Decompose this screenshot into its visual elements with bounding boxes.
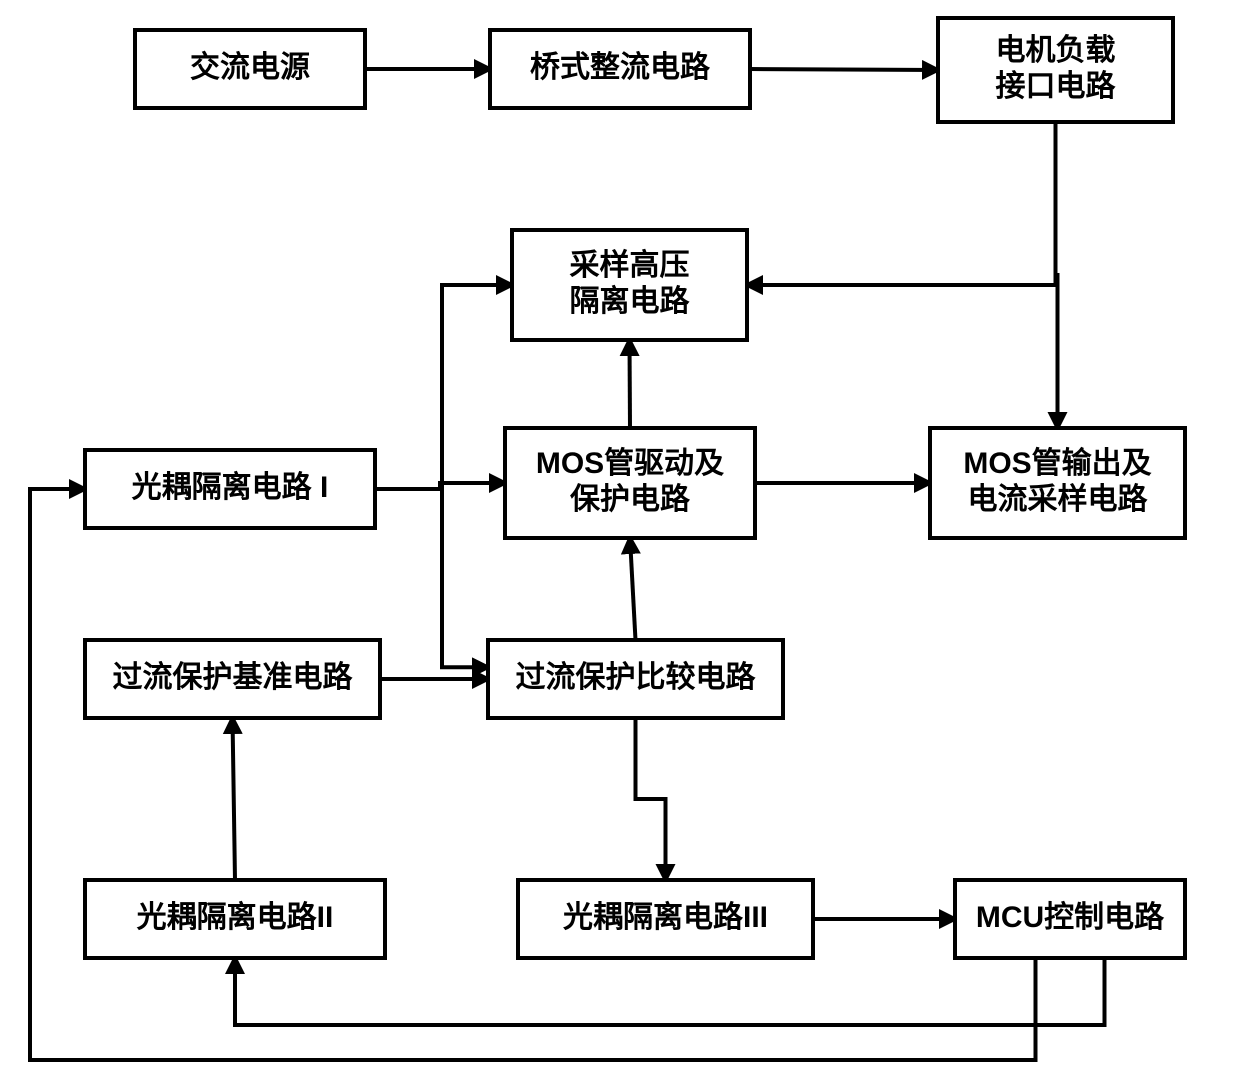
node-opto3-label-0: 光耦隔离电路III: [563, 901, 768, 934]
node-ac_power: 交流电源: [135, 30, 365, 108]
node-bridge_rect-label-0: 桥式整流电路: [530, 51, 711, 84]
node-opto3: 光耦隔离电路III: [518, 880, 813, 958]
node-mos_drive: MOS管驱动及保护电路: [505, 428, 755, 538]
edge-mos_drive-to-hv_sample: [630, 340, 631, 428]
node-opto2-label-0: 光耦隔离电路II: [137, 901, 334, 934]
edge-mcu-to-opto1: [30, 489, 1036, 1060]
node-hv_sample-label-0: 采样高压: [570, 249, 690, 282]
node-oc_ref-label-0: 过流保护基准电路: [113, 661, 354, 694]
edge-opto2-to-oc_ref: [233, 718, 236, 880]
edge-oc_compare-to-mos_drive: [630, 538, 636, 640]
node-motor_load-label-1: 接口电路: [996, 70, 1117, 103]
edge-mcu-to-opto2: [235, 958, 1105, 1025]
edge-bridge_rect-to-motor_load: [750, 69, 938, 70]
node-hv_sample: 采样高压隔离电路: [512, 230, 747, 340]
node-mcu-label-0: MCU控制电路: [976, 901, 1165, 934]
node-opto1-label-0: 光耦隔离电路 I: [132, 471, 329, 504]
node-mcu: MCU控制电路: [955, 880, 1185, 958]
edge-motor_load-to-hv_sample: [747, 122, 1056, 285]
node-ac_power-label-0: 交流电源: [190, 50, 310, 84]
node-motor_load: 电机负载接口电路: [938, 18, 1173, 122]
node-opto1: 光耦隔离电路 I: [85, 450, 375, 528]
node-mos_drive-label-1: 保护电路: [570, 483, 691, 516]
node-motor_load-label-0: 电机负载: [996, 34, 1116, 67]
block-diagram: 交流电源 桥式整流电路 电机负载接口电路采样高压隔离电路光耦隔离电路 I MOS管驱动…: [0, 0, 1240, 1091]
node-oc_compare-label-0: 过流保护比较电路: [516, 660, 757, 694]
node-oc_compare: 过流保护比较电路: [488, 640, 783, 718]
node-mos_out: MOS管输出及电流采样电路: [930, 428, 1185, 538]
edge-oc_compare-to-opto3: [636, 718, 666, 880]
node-bridge_rect: 桥式整流电路: [490, 30, 750, 108]
node-hv_sample-label-1: 隔离电路: [570, 285, 691, 318]
node-mos_drive-label-0: MOS管驱动及: [536, 447, 724, 480]
node-opto2: 光耦隔离电路II: [85, 880, 385, 958]
edge-opto1-to-hv_sample: [375, 285, 512, 489]
node-mos_out-label-1: 电流采样电路: [968, 483, 1149, 516]
node-mos_out-label-0: MOS管输出及: [963, 447, 1151, 480]
node-oc_ref: 过流保护基准电路: [85, 640, 380, 718]
edge-opto1-to-oc_compare: [375, 489, 488, 667]
